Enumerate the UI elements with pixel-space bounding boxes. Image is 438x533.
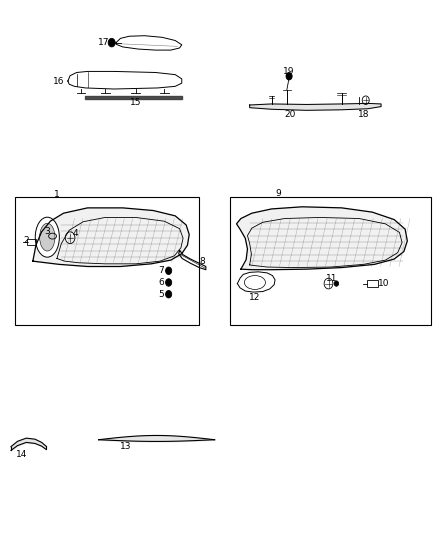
Polygon shape [250, 103, 381, 110]
Bar [367, 280, 378, 287]
Ellipse shape [39, 223, 55, 251]
Text: 10: 10 [378, 279, 389, 288]
Circle shape [166, 279, 172, 286]
Text: 18: 18 [358, 110, 369, 118]
Circle shape [166, 267, 172, 274]
Text: 9: 9 [275, 189, 281, 198]
Text: 8: 8 [199, 257, 205, 265]
Text: 20: 20 [285, 110, 296, 118]
Bar [15, 197, 199, 325]
Text: 4: 4 [73, 229, 78, 238]
Text: 3: 3 [44, 227, 50, 236]
Text: 15: 15 [130, 98, 141, 107]
Bar [27, 239, 36, 245]
Polygon shape [33, 208, 189, 266]
Text: 11: 11 [326, 274, 337, 282]
Ellipse shape [35, 217, 60, 257]
Text: 6: 6 [158, 278, 164, 287]
Circle shape [166, 290, 172, 298]
Text: 2: 2 [24, 237, 29, 245]
Text: 16: 16 [53, 77, 65, 85]
Text: 5: 5 [158, 290, 164, 298]
Text: 7: 7 [158, 266, 164, 275]
Bar [230, 197, 431, 325]
Polygon shape [237, 207, 407, 270]
Text: 13: 13 [120, 442, 132, 450]
Text: 1: 1 [54, 190, 60, 198]
Text: 17: 17 [98, 38, 110, 47]
Circle shape [108, 38, 115, 47]
Circle shape [334, 281, 339, 286]
Text: 19: 19 [283, 68, 294, 76]
Circle shape [286, 72, 292, 80]
Text: 12: 12 [249, 293, 261, 302]
Text: 14: 14 [16, 450, 28, 458]
